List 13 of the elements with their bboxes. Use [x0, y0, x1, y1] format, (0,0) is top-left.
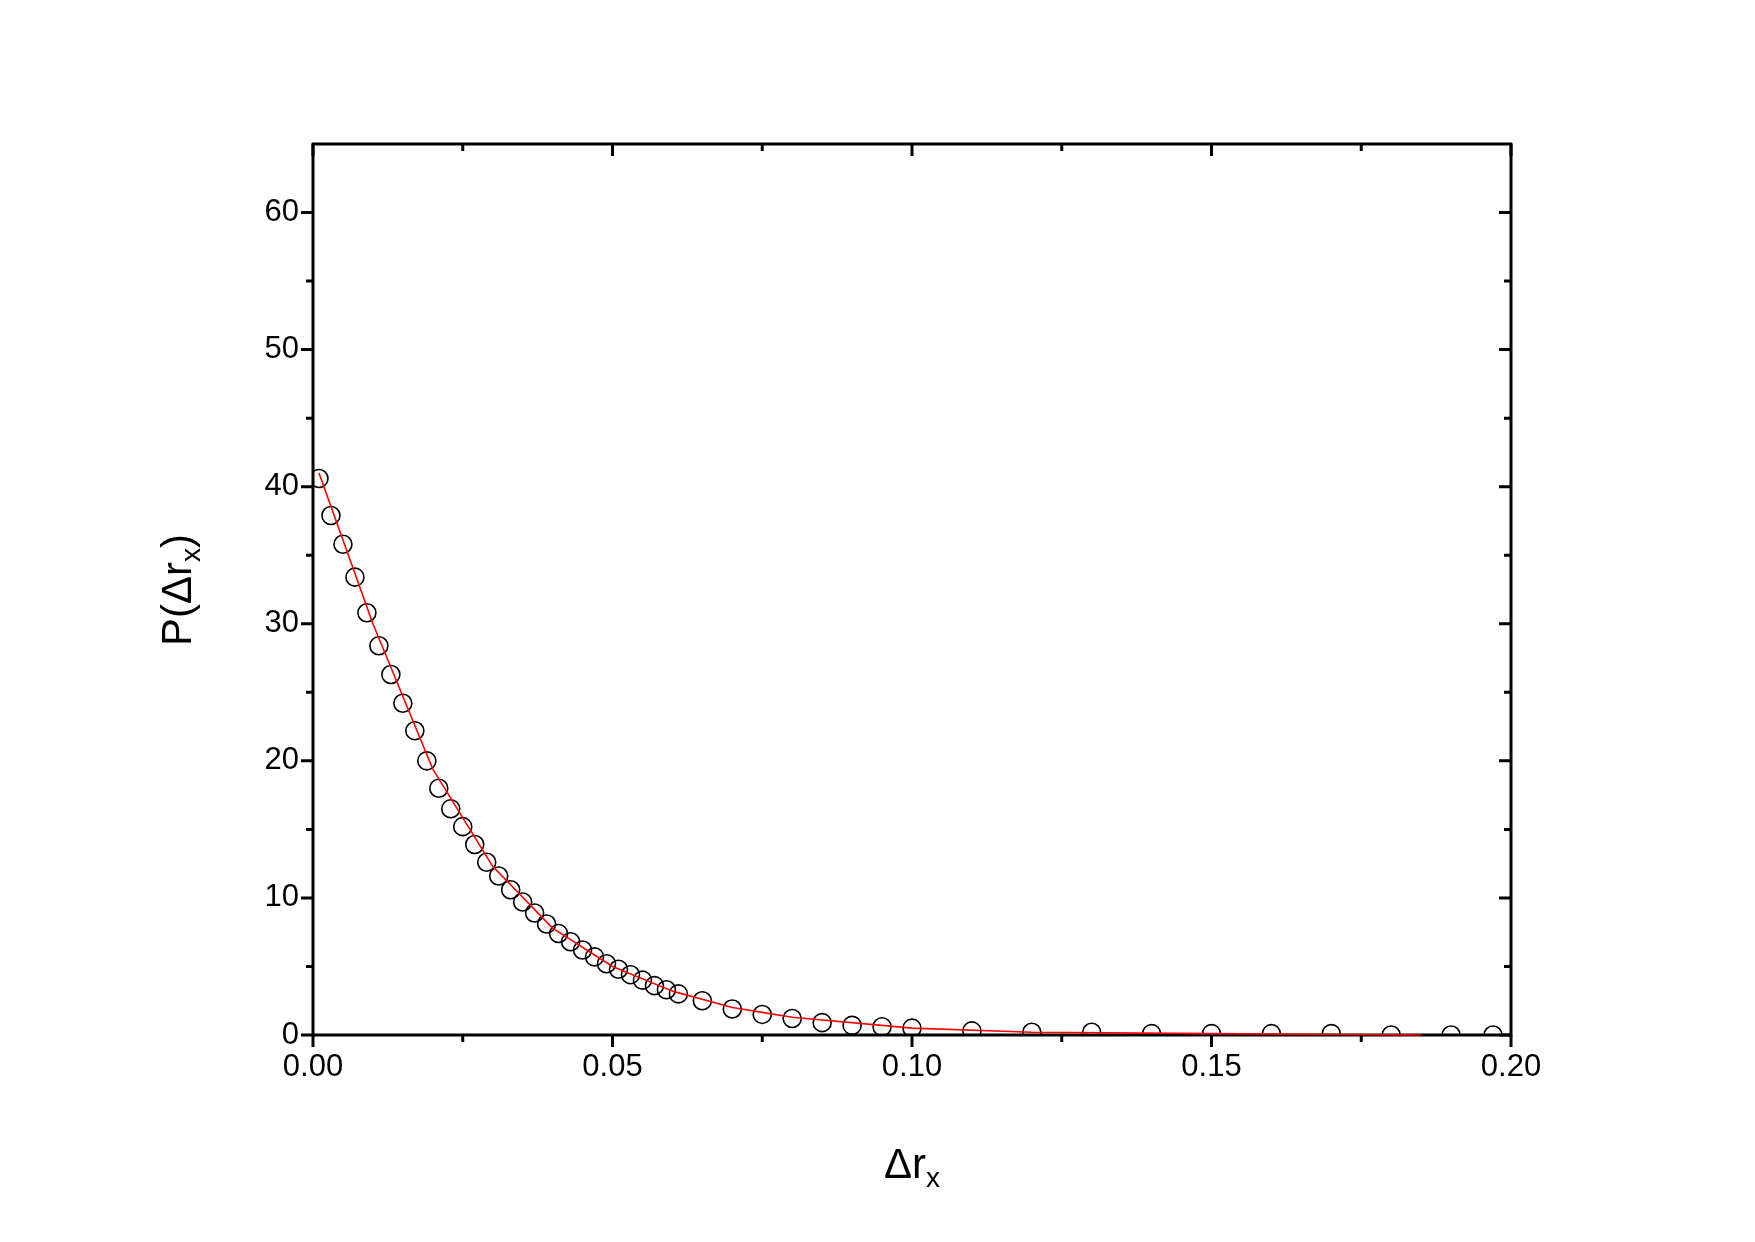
x-tick-label: 0.20: [1480, 1048, 1542, 1084]
x-tick-label: 0.15: [1181, 1048, 1242, 1084]
y-tick-label: 0: [281, 1015, 299, 1051]
x-tick-label: 0.05: [582, 1048, 643, 1084]
y-tick-label: 10: [264, 878, 299, 914]
y-tick-label: 50: [264, 330, 299, 366]
x-tick-label: 0.00: [282, 1048, 344, 1084]
x-axis-title: Δr$_{x}$: [883, 1140, 941, 1195]
y-tick-label: 40: [264, 467, 299, 503]
y-tick-label: 60: [264, 193, 299, 229]
y-tick-label: 20: [264, 741, 299, 777]
y-tick-label: 30: [264, 604, 299, 640]
x-tick-label: 0.10: [881, 1048, 943, 1084]
